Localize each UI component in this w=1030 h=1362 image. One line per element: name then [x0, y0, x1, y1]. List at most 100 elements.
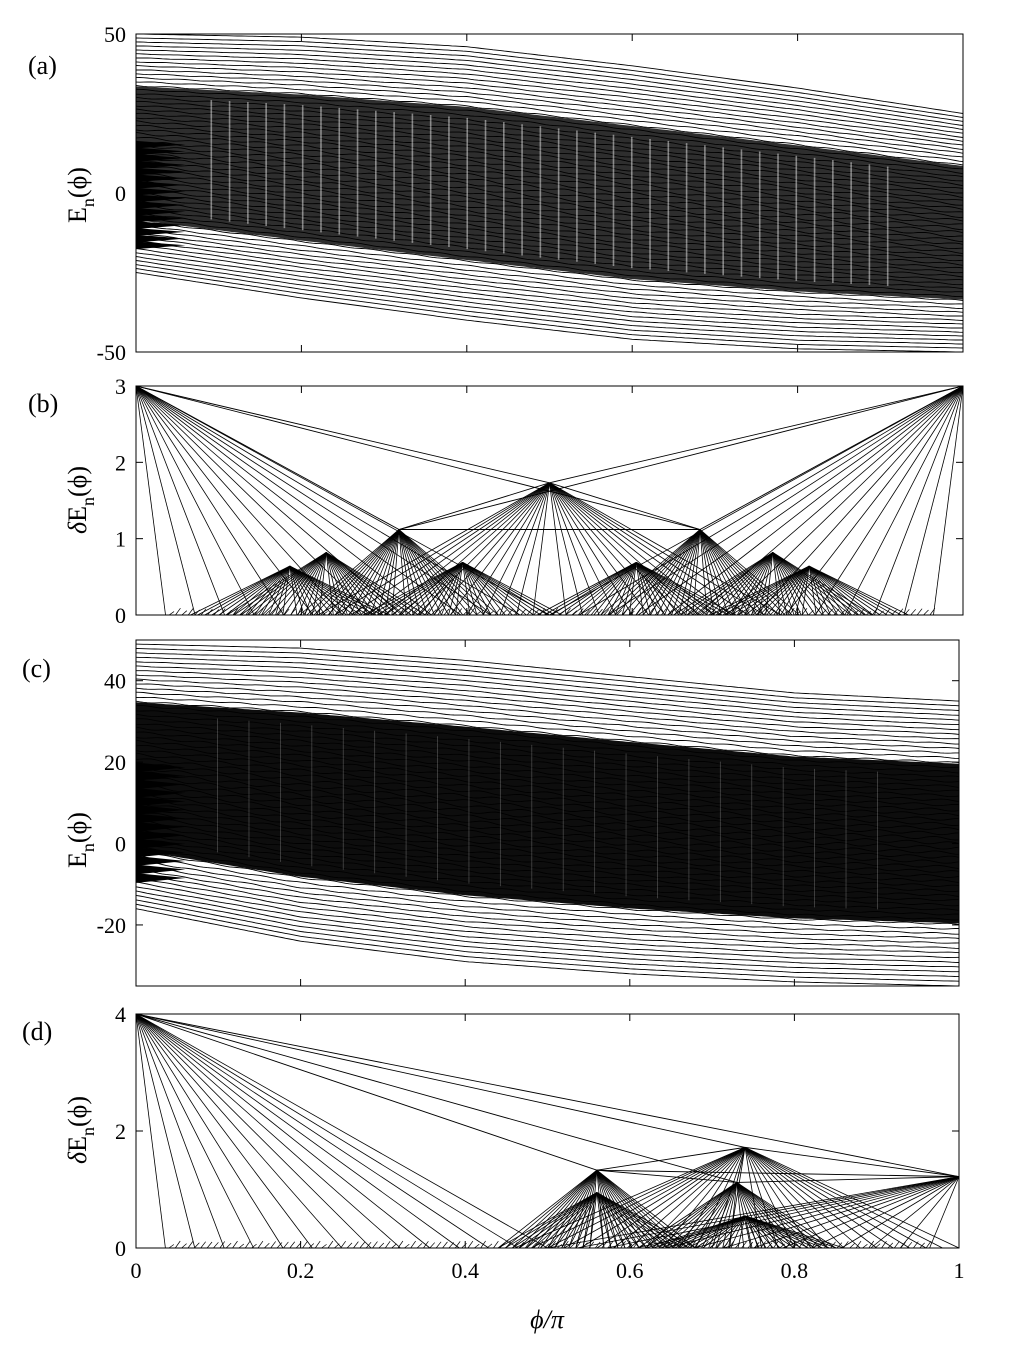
gap-fan-line [589, 1170, 598, 1249]
panel-c-ticks: -20 0 20 40 [97, 640, 960, 986]
gap-fan-line [664, 529, 701, 616]
gap-small-line [219, 608, 226, 616]
gap-fan-line [809, 565, 909, 616]
gap-fan-line [628, 562, 637, 616]
energy-level-line [135, 223, 964, 305]
energy-level-line [135, 256, 964, 337]
gap-small-line [365, 1241, 372, 1249]
gap-small-line [353, 1241, 359, 1249]
gap-fan-line [135, 1013, 548, 1249]
gap-fan-line [673, 1182, 738, 1249]
gap-fan-line [658, 1182, 738, 1249]
gap-fan-line [135, 1013, 401, 1249]
gap-fan-line [636, 561, 722, 616]
gap-small-line [703, 1240, 709, 1249]
y-tick-label: 0 [115, 181, 126, 206]
gap-fan-line [320, 529, 400, 616]
gap-fan-line [289, 565, 326, 616]
energy-level-line [135, 228, 964, 310]
gap-small-line [398, 607, 405, 616]
gap-small-line [482, 607, 488, 616]
gap-small-line [824, 1241, 830, 1249]
spectrum-edge-tooth [136, 788, 186, 798]
panel-a-traces [135, 33, 964, 353]
gap-fan-line [736, 1182, 822, 1249]
spectrum-edge-tooth [136, 796, 186, 807]
gap-small-line [645, 1240, 652, 1249]
gap-small-line [232, 608, 239, 616]
gap-fan-line [497, 1169, 598, 1249]
gap-fan-line [628, 529, 701, 616]
gap-small-line [328, 607, 335, 616]
gap-fan-line [282, 566, 291, 616]
gap-fan-line [313, 529, 400, 616]
spectrum-edge-tooth [136, 813, 186, 824]
gap-fan-line [462, 561, 548, 616]
gap-small-line [174, 1240, 181, 1249]
energy-level-line [135, 240, 964, 321]
gap-fan-line [448, 562, 464, 616]
gap-fan-line [736, 1182, 752, 1249]
gap-fan-line [568, 1170, 598, 1249]
gap-fan-line [398, 529, 442, 616]
gap-fan-line [772, 552, 802, 616]
gap-small-line [757, 609, 763, 616]
gap-small-line [289, 1241, 296, 1249]
gap-small-line [900, 1241, 906, 1249]
gap-fan-line [526, 1169, 598, 1249]
gap-fan-line [551, 561, 637, 616]
gap-fan-line [744, 1215, 802, 1249]
gap-fan-line [699, 529, 779, 616]
energy-level-line [135, 899, 960, 978]
gap-fan-line [607, 562, 637, 616]
gap-small-line [817, 1242, 824, 1249]
energy-level-line [135, 61, 964, 142]
x-tick-label: 0 [131, 1258, 142, 1283]
gap-small-line [341, 608, 347, 616]
gap-fan-line [561, 1170, 598, 1249]
gap-fan-line [699, 529, 743, 616]
energy-level-line [135, 908, 960, 987]
gap-fan-line [239, 565, 291, 616]
gap-fan-line [233, 552, 327, 616]
gap-small-line [577, 608, 584, 616]
energy-level-line [135, 85, 964, 166]
panel-d-traces [135, 1013, 960, 1249]
gap-small-line [859, 607, 865, 616]
gap-fan-line [785, 385, 964, 616]
gap-small-line [760, 1241, 766, 1249]
gap-small-line [925, 1240, 932, 1249]
gap-fan-line [808, 565, 853, 616]
panel-a-label: (a) [28, 51, 57, 80]
gap-fan-line [135, 1013, 460, 1249]
gap-small-line [897, 608, 904, 616]
energy-level-line [135, 877, 960, 954]
gap-fan-line [135, 385, 521, 616]
gap-fan-line [384, 529, 400, 616]
gap-fan-line [596, 1192, 647, 1249]
gap-fan-line [680, 552, 774, 616]
gap-small-line [423, 1241, 429, 1249]
gap-small-line [232, 1240, 238, 1249]
gap-small-line [633, 1240, 639, 1249]
gap-fan-line [190, 565, 290, 616]
gap-small-line [779, 1243, 785, 1249]
gap-fan-line [325, 552, 384, 616]
spectrum-edge-tooth [136, 822, 186, 832]
gap-small-line [283, 608, 290, 616]
gap-fan-line [722, 1182, 738, 1249]
gap-fan-line [135, 1013, 166, 1249]
gap-small-line [872, 607, 878, 616]
energy-level-line [135, 854, 959, 930]
gap-small-line [456, 608, 463, 616]
gap-fan-line [516, 482, 550, 616]
gap-small-line [667, 609, 674, 616]
gap-small-line [474, 1243, 480, 1249]
gap-fan-line [549, 482, 567, 616]
gap-fan-line [687, 552, 774, 616]
gap-fan-line [730, 1215, 746, 1249]
energy-level-line [135, 49, 964, 130]
gap-small-line [766, 1242, 773, 1249]
gap-small-line [512, 1242, 518, 1249]
